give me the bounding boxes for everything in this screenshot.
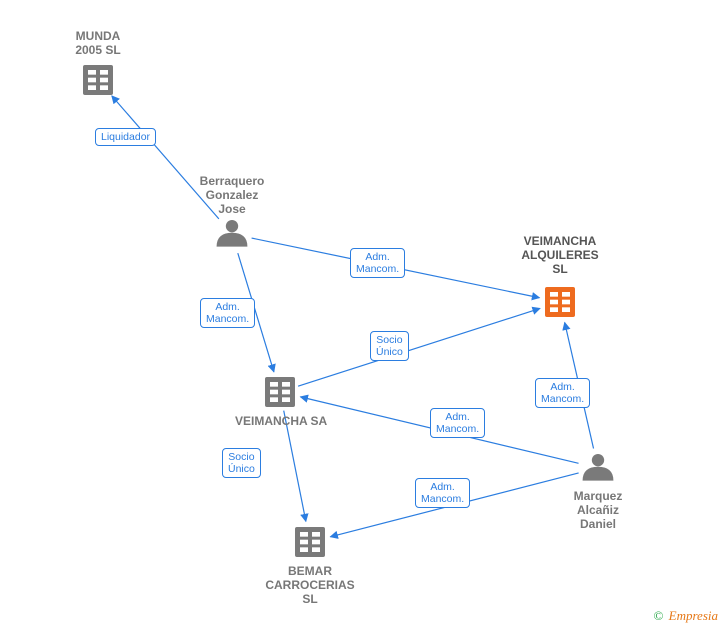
watermark-brand: Empresia — [669, 608, 718, 623]
edge-label-e8: Adm. Mancom. — [415, 478, 470, 508]
building-icon-bemar[interactable] — [295, 527, 325, 557]
person-icon-marquez[interactable] — [583, 454, 614, 481]
node-label-veialq: VEIMANCHA ALQUILERES SL — [515, 235, 605, 276]
node-label-berra: Berraquero Gonzalez Jose — [187, 175, 277, 216]
edge-label-e6: Adm. Mancom. — [535, 378, 590, 408]
edge-label-e3: Adm. Mancom. — [200, 298, 255, 328]
diagram-canvas — [0, 0, 728, 630]
edge-label-e1: Liquidador — [95, 128, 156, 146]
edge-label-e7: Adm. Mancom. — [430, 408, 485, 438]
edge-label-e2: Adm. Mancom. — [350, 248, 405, 278]
edge-label-e5: Socio Único — [222, 448, 261, 478]
building-icon-munda[interactable] — [83, 65, 113, 95]
copyright-symbol: © — [654, 608, 664, 623]
building-icon-veisan[interactable] — [265, 377, 295, 407]
node-label-bemar: BEMAR CARROCERIAS SL — [265, 565, 355, 606]
watermark: © Empresia — [654, 608, 719, 624]
building-icon-veialq[interactable] — [545, 287, 575, 317]
edge-label-e4: Socio Único — [370, 331, 409, 361]
node-label-munda: MUNDA 2005 SL — [53, 30, 143, 58]
node-label-marquez: Marquez Alcañiz Daniel — [553, 490, 643, 531]
node-label-veisan: VEIMANCHA SA — [235, 415, 325, 429]
person-icon-berra[interactable] — [217, 220, 248, 247]
edge-e4 — [298, 308, 540, 386]
